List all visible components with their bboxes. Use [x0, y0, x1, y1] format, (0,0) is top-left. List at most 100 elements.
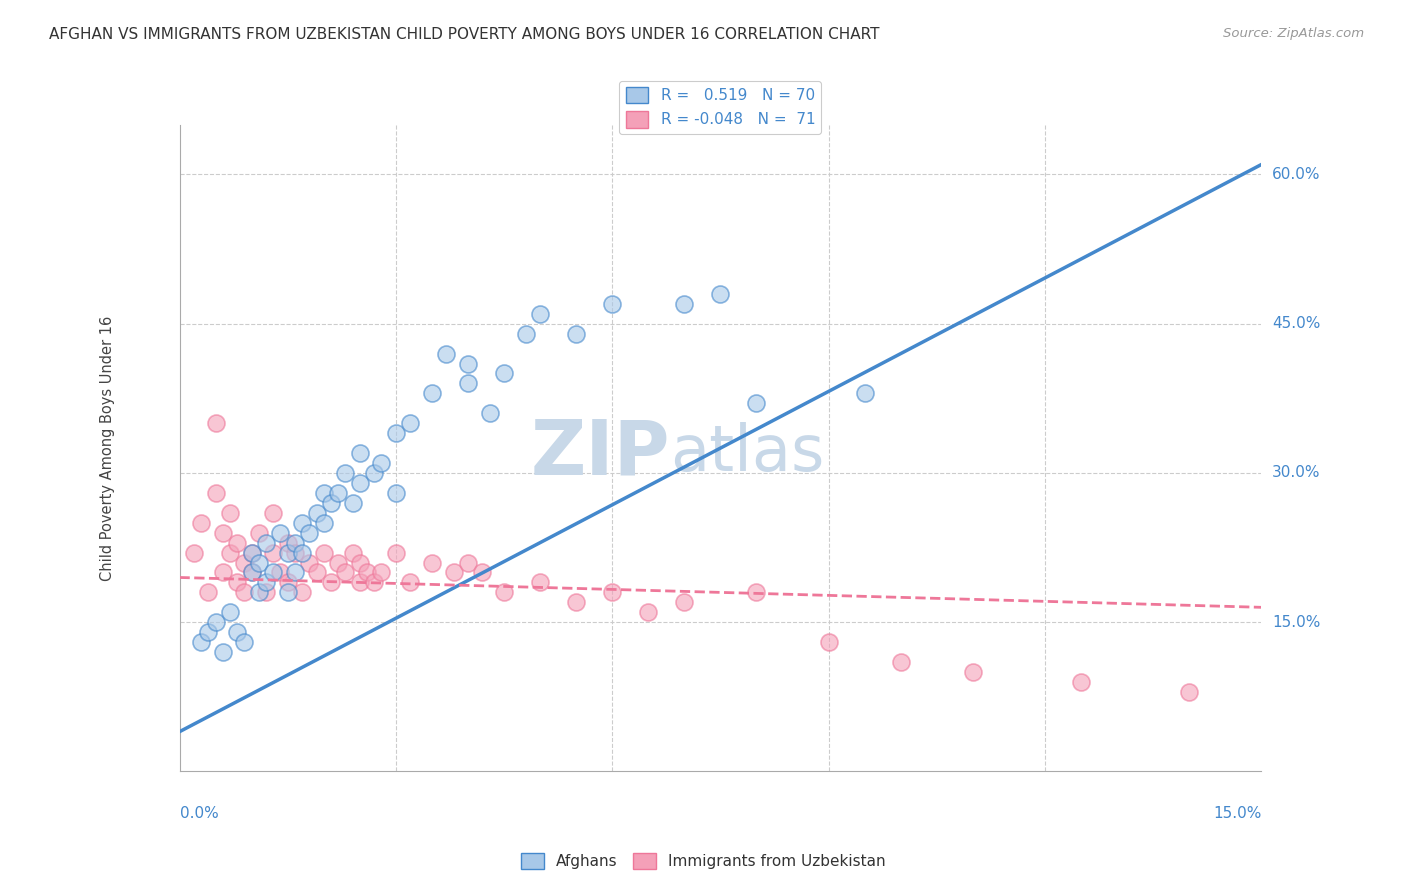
Point: [515, 326, 537, 341]
Point: [277, 546, 299, 560]
Point: [291, 585, 314, 599]
Point: [745, 585, 768, 599]
Point: [305, 566, 328, 580]
Point: [254, 585, 277, 599]
Text: AFGHAN VS IMMIGRANTS FROM UZBEKISTAN CHILD POVERTY AMONG BOYS UNDER 16 CORRELATI: AFGHAN VS IMMIGRANTS FROM UZBEKISTAN CHI…: [49, 27, 880, 42]
Point: [385, 486, 408, 500]
Point: [335, 566, 357, 580]
Point: [457, 376, 479, 391]
Point: [284, 566, 307, 580]
Point: [247, 556, 270, 570]
Point: [962, 665, 984, 679]
Point: [305, 506, 328, 520]
Point: [673, 297, 696, 311]
Point: [319, 496, 342, 510]
Point: [399, 575, 422, 590]
Text: ZIP: ZIP: [530, 416, 669, 490]
Point: [356, 566, 378, 580]
Point: [492, 367, 515, 381]
Text: 15.0%: 15.0%: [1272, 615, 1320, 630]
Point: [349, 556, 371, 570]
Point: [565, 326, 588, 341]
Text: 45.0%: 45.0%: [1272, 317, 1320, 331]
Point: [328, 556, 350, 570]
Text: 60.0%: 60.0%: [1272, 167, 1320, 182]
Point: [312, 546, 335, 560]
Point: [240, 566, 263, 580]
Point: [457, 357, 479, 371]
Point: [240, 546, 263, 560]
Point: [204, 486, 226, 500]
Point: [434, 346, 457, 360]
Point: [226, 625, 249, 640]
Point: [673, 595, 696, 609]
Point: [226, 535, 249, 549]
Legend: Afghans, Immigrants from Uzbekistan: Afghans, Immigrants from Uzbekistan: [515, 847, 891, 875]
Point: [183, 546, 205, 560]
Point: [284, 546, 307, 560]
Point: [1178, 685, 1201, 699]
Point: [190, 516, 212, 530]
Point: [240, 546, 263, 560]
Point: [328, 486, 350, 500]
Point: [600, 297, 623, 311]
Point: [478, 406, 501, 420]
Point: [298, 525, 321, 540]
Legend: R =   0.519   N = 70, R = -0.048   N =  71: R = 0.519 N = 70, R = -0.048 N = 71: [620, 80, 821, 134]
Point: [204, 615, 226, 630]
Text: Child Poverty Among Boys Under 16: Child Poverty Among Boys Under 16: [100, 316, 115, 581]
Point: [457, 556, 479, 570]
Point: [817, 635, 839, 649]
Point: [211, 525, 233, 540]
Text: 0.0%: 0.0%: [180, 806, 218, 822]
Point: [471, 566, 494, 580]
Point: [277, 585, 299, 599]
Point: [219, 546, 242, 560]
Point: [262, 566, 284, 580]
Point: [492, 585, 515, 599]
Point: [284, 535, 307, 549]
Point: [319, 575, 342, 590]
Point: [637, 605, 659, 619]
Point: [262, 506, 284, 520]
Point: [254, 535, 277, 549]
Point: [420, 386, 443, 401]
Point: [420, 556, 443, 570]
Point: [291, 546, 314, 560]
Point: [312, 516, 335, 530]
Point: [291, 516, 314, 530]
Point: [370, 456, 392, 470]
Point: [190, 635, 212, 649]
Point: [254, 575, 277, 590]
Point: [219, 506, 242, 520]
Point: [335, 466, 357, 480]
Point: [247, 585, 270, 599]
Point: [233, 585, 256, 599]
Point: [219, 605, 242, 619]
Point: [370, 566, 392, 580]
Point: [211, 645, 233, 659]
Point: [363, 575, 385, 590]
Point: [1070, 675, 1092, 690]
Point: [247, 525, 270, 540]
Point: [277, 535, 299, 549]
Point: [565, 595, 588, 609]
Point: [298, 556, 321, 570]
Point: [443, 566, 465, 580]
Point: [262, 546, 284, 560]
Point: [745, 396, 768, 410]
Point: [349, 446, 371, 460]
Point: [197, 625, 219, 640]
Point: [233, 556, 256, 570]
Point: [385, 426, 408, 441]
Point: [399, 416, 422, 430]
Point: [269, 566, 291, 580]
Point: [312, 486, 335, 500]
Point: [277, 575, 299, 590]
Point: [197, 585, 219, 599]
Point: [342, 496, 364, 510]
Point: [349, 575, 371, 590]
Point: [269, 525, 291, 540]
Point: [204, 416, 226, 430]
Point: [363, 466, 385, 480]
